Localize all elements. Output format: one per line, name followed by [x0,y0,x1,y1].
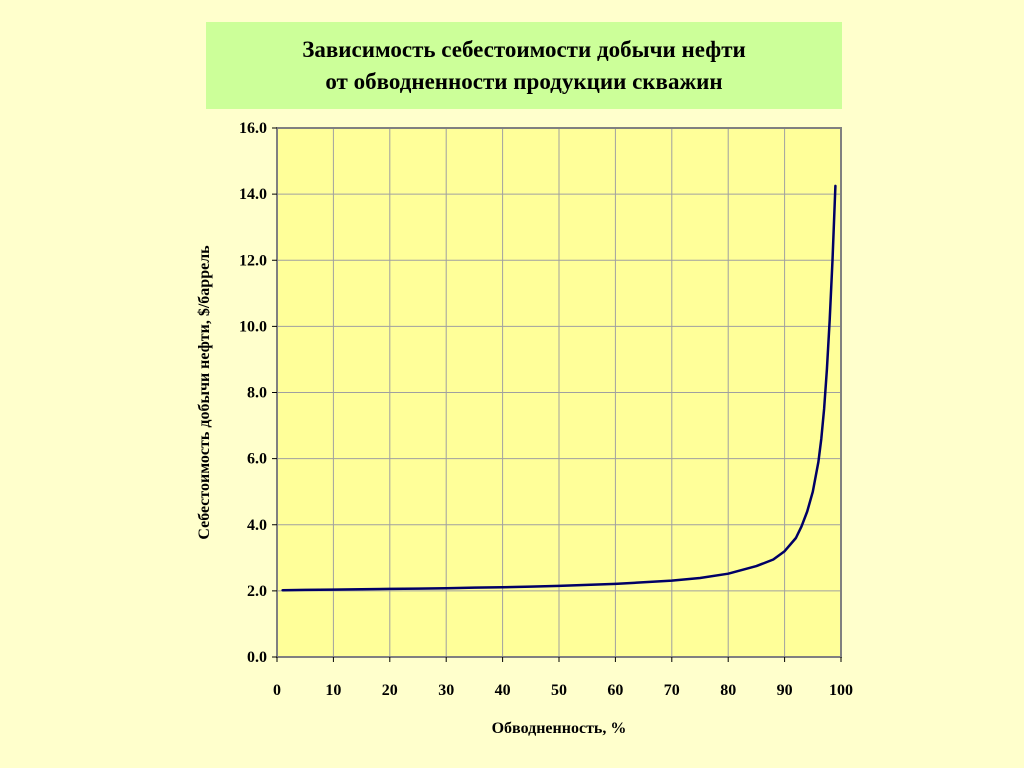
x-tick-label: 30 [438,682,454,699]
x-axis-title: Обводненность, % [492,720,627,737]
x-tick-label: 70 [664,682,680,699]
x-tick-label: 60 [607,682,623,699]
x-tick-label: 50 [551,682,567,699]
y-tick-label: 10.0 [239,318,267,335]
chart-title-line-2: от обводненности продукции скважин [325,68,723,94]
y-tick-label: 4.0 [247,517,267,534]
x-tick-label: 80 [720,682,736,699]
x-tick-label: 100 [829,682,853,699]
y-tick-label: 14.0 [239,186,267,203]
y-tick-label: 2.0 [247,583,267,600]
x-tick-label: 10 [325,682,341,699]
y-tick-label: 8.0 [247,385,267,402]
x-tick-label: 90 [777,682,793,699]
y-tick-label: 0.0 [247,649,267,666]
y-tick-label: 12.0 [239,252,267,269]
y-axis-title: Себестоимость добычи нефти, $/баррель [196,245,213,540]
chart-title-line-1: Зависимость себестоимости добычи нефти [302,36,746,62]
y-tick-label: 6.0 [247,451,267,468]
x-tick-label: 40 [495,682,511,699]
y-tick-label: 16.0 [239,120,267,137]
chart-title-box: Зависимость себестоимости добычи нефти о… [206,22,842,109]
x-tick-label: 0 [273,682,281,699]
series-line [281,184,837,592]
x-tick-label: 20 [382,682,398,699]
